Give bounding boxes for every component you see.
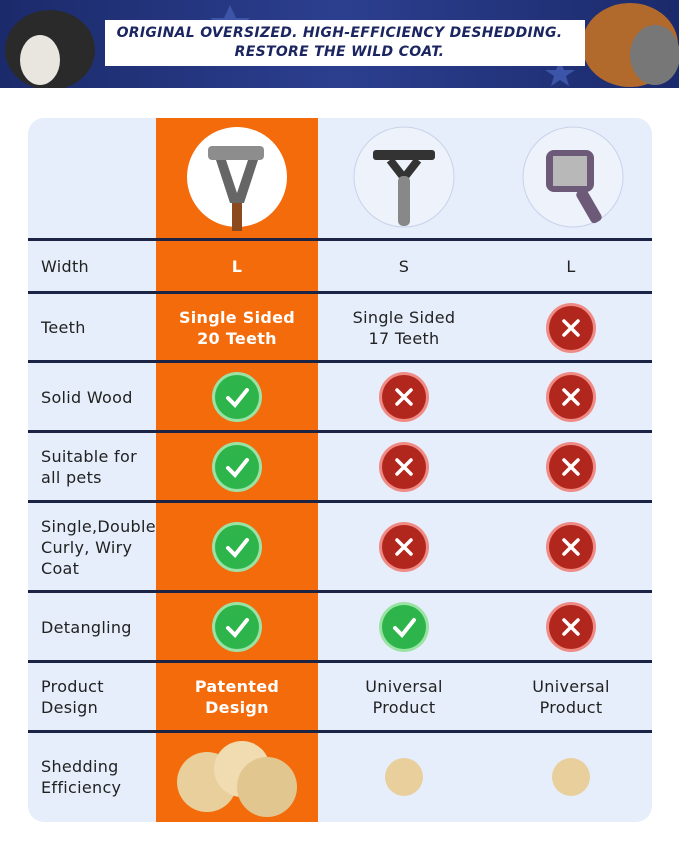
banner-strip xyxy=(105,20,585,66)
text-line: Curly, Wiry xyxy=(41,537,133,557)
text-line: 17 Teeth xyxy=(368,328,440,348)
row-label: Teeth xyxy=(28,293,156,362)
row-label: Detangling xyxy=(28,592,156,662)
table-cell: Universal Product xyxy=(318,662,490,732)
text-line: Patented xyxy=(194,677,280,696)
table-cell: Patented Design xyxy=(156,662,318,732)
row-separator xyxy=(28,291,652,294)
product-images xyxy=(187,126,624,231)
table-cell xyxy=(318,362,490,432)
cross-icon xyxy=(382,525,426,569)
text-line: Coat xyxy=(41,558,80,578)
table-cell: S xyxy=(318,240,490,293)
text-line: Single,Double xyxy=(41,516,156,536)
banner-line: ORIGINAL OVERSIZED. HIGH-EFFICIENCY DESH… xyxy=(116,25,563,41)
text-line: Width xyxy=(41,257,89,276)
check-icon xyxy=(215,445,259,489)
row-label: Shedding Efficiency xyxy=(28,732,156,822)
text-line: Product xyxy=(539,698,603,717)
text-line: Product xyxy=(372,698,436,717)
row-label: Suitable for all pets xyxy=(28,432,156,502)
table-cell xyxy=(156,362,318,432)
text-line: Design xyxy=(205,698,269,717)
row-separator xyxy=(28,500,652,503)
row-separator xyxy=(28,660,652,663)
text-line: Single Sided xyxy=(178,307,296,327)
text-line: Shedding xyxy=(41,757,119,776)
banner-line: RESTORE THE WILD COAT. xyxy=(234,44,445,60)
banner: ORIGINAL OVERSIZED. HIGH-EFFICIENCY DESH… xyxy=(0,0,679,88)
table-cell xyxy=(318,432,490,502)
text-line: L xyxy=(231,257,243,276)
check-icon xyxy=(215,605,259,649)
cross-icon xyxy=(382,375,426,419)
table-cell xyxy=(490,502,652,592)
cross-icon xyxy=(549,605,593,649)
table-cell xyxy=(490,293,652,362)
table-cell: Single Sided 20 Teeth xyxy=(156,293,318,362)
cross-icon xyxy=(549,445,593,489)
text-line: 20 Teeth xyxy=(197,328,277,348)
text-line: Universal xyxy=(532,677,610,696)
table-cell xyxy=(490,362,652,432)
text-line: Solid Wood xyxy=(41,387,133,407)
row-separator xyxy=(28,730,652,733)
fur-ball xyxy=(172,737,302,821)
table-cell xyxy=(490,592,652,662)
row-label: Product Design xyxy=(28,662,156,732)
text-line: Suitable for xyxy=(41,447,137,466)
table-cell xyxy=(156,592,318,662)
row-label: Width xyxy=(28,240,156,293)
check-icon xyxy=(382,605,426,649)
text-line: Single Sided xyxy=(352,307,456,327)
text-line: Detangling xyxy=(41,617,132,637)
row-separator xyxy=(28,360,652,363)
text-line: Design xyxy=(41,698,99,717)
row-separator xyxy=(28,590,652,593)
text-line: Teeth xyxy=(41,318,86,337)
cross-icon xyxy=(549,525,593,569)
cross-icon xyxy=(549,305,593,350)
table-cell xyxy=(318,592,490,662)
check-icon xyxy=(215,375,259,419)
comparison-table: Width L S L Teeth Single Sided 20 Teeth Single … xyxy=(28,118,652,822)
table-cell xyxy=(156,502,318,592)
table-cell: Universal Product xyxy=(490,662,652,732)
table-cell xyxy=(156,432,318,502)
banner-art xyxy=(5,3,679,88)
row-label: Single,Double Curly, Wiry Coat xyxy=(28,502,156,592)
fur-ball xyxy=(379,757,429,801)
table-cell: L xyxy=(490,240,652,293)
table-cell: L xyxy=(156,240,318,293)
cross-icon xyxy=(549,375,593,419)
check-icon xyxy=(215,525,259,569)
table-cell: Single Sided 17 Teeth xyxy=(318,293,490,362)
row-separator xyxy=(28,430,652,433)
text-line: all pets xyxy=(41,468,102,487)
row-separator xyxy=(28,238,652,241)
text-line: Product xyxy=(41,677,104,696)
table-cell xyxy=(318,502,490,592)
cross-icon xyxy=(382,445,426,489)
text-line: S xyxy=(398,257,410,276)
table-cell xyxy=(490,432,652,502)
text-line: L xyxy=(566,257,576,276)
text-line: Universal xyxy=(365,677,443,696)
row-label: Solid Wood xyxy=(28,362,156,432)
text-line: Efficiency xyxy=(41,778,122,797)
fur-ball xyxy=(546,757,596,801)
